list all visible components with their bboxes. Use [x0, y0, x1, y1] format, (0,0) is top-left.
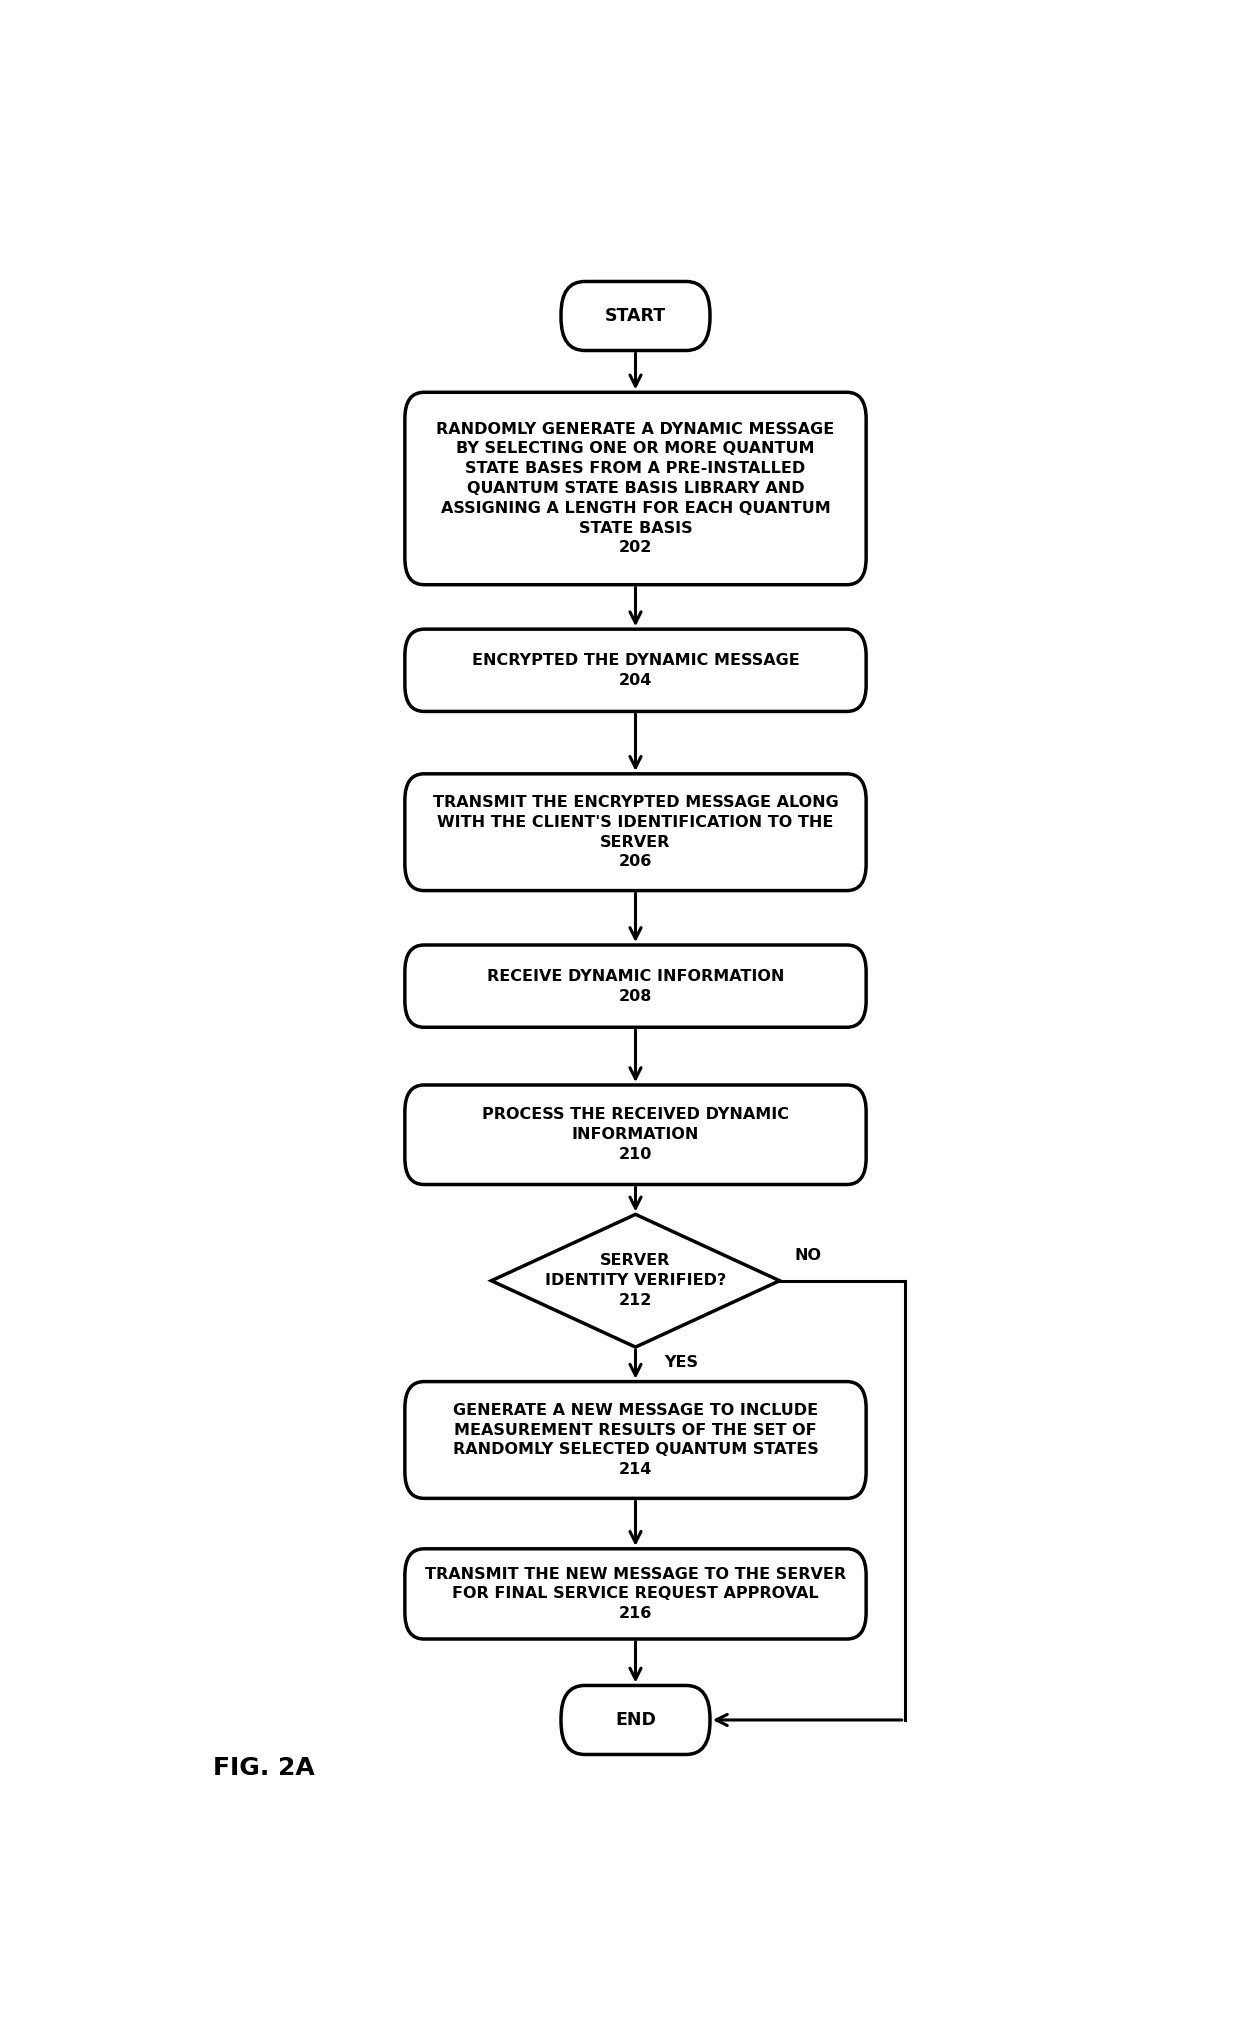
- Text: TRANSMIT THE ENCRYPTED MESSAGE ALONG
WITH THE CLIENT'S IDENTIFICATION TO THE
SER: TRANSMIT THE ENCRYPTED MESSAGE ALONG WIT…: [433, 796, 838, 869]
- Text: GENERATE A NEW MESSAGE TO INCLUDE
MEASUREMENT RESULTS OF THE SET OF
RANDOMLY SEL: GENERATE A NEW MESSAGE TO INCLUDE MEASUR…: [453, 1403, 818, 1476]
- Text: END: END: [615, 1711, 656, 1729]
- FancyBboxPatch shape: [404, 946, 866, 1027]
- Text: YES: YES: [665, 1355, 698, 1371]
- FancyBboxPatch shape: [404, 1549, 866, 1638]
- Text: RANDOMLY GENERATE A DYNAMIC MESSAGE
BY SELECTING ONE OR MORE QUANTUM
STATE BASES: RANDOMLY GENERATE A DYNAMIC MESSAGE BY S…: [436, 421, 835, 555]
- FancyBboxPatch shape: [404, 1381, 866, 1498]
- Polygon shape: [491, 1215, 780, 1347]
- Text: START: START: [605, 308, 666, 324]
- FancyBboxPatch shape: [404, 393, 866, 585]
- Text: ENCRYPTED THE DYNAMIC MESSAGE
204: ENCRYPTED THE DYNAMIC MESSAGE 204: [471, 652, 800, 689]
- Text: PROCESS THE RECEIVED DYNAMIC
INFORMATION
210: PROCESS THE RECEIVED DYNAMIC INFORMATION…: [482, 1108, 789, 1162]
- FancyBboxPatch shape: [560, 281, 711, 350]
- Text: TRANSMIT THE NEW MESSAGE TO THE SERVER
FOR FINAL SERVICE REQUEST APPROVAL
216: TRANSMIT THE NEW MESSAGE TO THE SERVER F…: [425, 1567, 846, 1622]
- Text: NO: NO: [794, 1249, 821, 1264]
- FancyBboxPatch shape: [404, 1085, 866, 1185]
- Text: FIG. 2A: FIG. 2A: [213, 1756, 315, 1780]
- Text: SERVER
IDENTITY VERIFIED?
212: SERVER IDENTITY VERIFIED? 212: [544, 1253, 727, 1308]
- Text: RECEIVE DYNAMIC INFORMATION
208: RECEIVE DYNAMIC INFORMATION 208: [487, 968, 784, 1004]
- FancyBboxPatch shape: [404, 630, 866, 711]
- FancyBboxPatch shape: [560, 1685, 711, 1754]
- FancyBboxPatch shape: [404, 774, 866, 891]
